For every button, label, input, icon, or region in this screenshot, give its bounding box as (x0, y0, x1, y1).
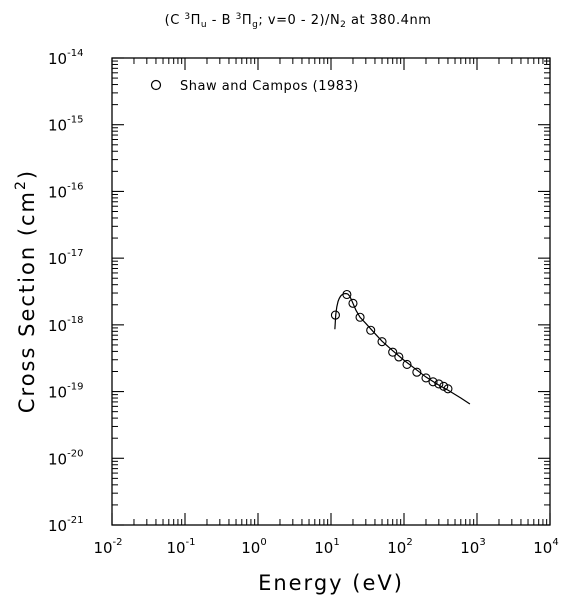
y-axis-title: Cross Section (cm2) (13, 169, 39, 413)
data-point (421, 373, 431, 383)
data-point (377, 337, 387, 347)
y-tick-label: 10-20 (48, 448, 83, 468)
legend-marker-open-circle (150, 79, 162, 91)
y-tick-label: 10-14 (48, 48, 83, 68)
data-point (348, 298, 358, 308)
series-points (330, 289, 453, 394)
x-tick-label: 10-1 (166, 537, 195, 557)
x-tick-label: 103 (460, 537, 485, 557)
data-point (394, 352, 404, 362)
data-point (355, 312, 365, 322)
tick-marks (111, 57, 551, 526)
y-tick-label: 10-18 (48, 315, 83, 335)
y-tick-label: 10-15 (48, 115, 83, 135)
legend-label: Shaw and Campos (1983) (180, 79, 359, 94)
x-axis-title: Energy (eV) (258, 571, 404, 595)
series-fit-curve (334, 292, 471, 405)
data-point (342, 289, 352, 300)
x-tick-label: 101 (314, 537, 339, 557)
data-point (366, 325, 376, 335)
data-point (330, 310, 340, 320)
data-point (412, 367, 422, 377)
x-tick-label: 10-2 (93, 537, 122, 557)
x-tick-label: 102 (387, 537, 412, 557)
y-tick-label: 10-21 (48, 515, 83, 535)
data-point (428, 377, 438, 387)
y-tick-labels: 10-21 10-20 10-19 10-18 10-17 10-16 10-15 10-14 (48, 48, 83, 535)
y-tick-label: 10-16 (48, 181, 83, 201)
plot-frame (111, 57, 551, 526)
data-point (434, 379, 444, 389)
x-tick-labels: 10-2 10-1 100 101 102 103 104 (93, 537, 558, 557)
data-point (388, 347, 398, 357)
data-point (402, 359, 412, 369)
chart-title: (C 3Πu - B 3Πg; v=0 - 2)/N2 at 380.4nm (165, 12, 432, 30)
y-tick-label: 10-19 (48, 382, 83, 402)
data-point (443, 384, 453, 394)
y-tick-label: 10-17 (48, 248, 83, 268)
x-tick-label: 100 (241, 537, 266, 557)
x-tick-label: 104 (533, 537, 558, 557)
legend: Shaw and Campos (1983) (150, 79, 359, 94)
